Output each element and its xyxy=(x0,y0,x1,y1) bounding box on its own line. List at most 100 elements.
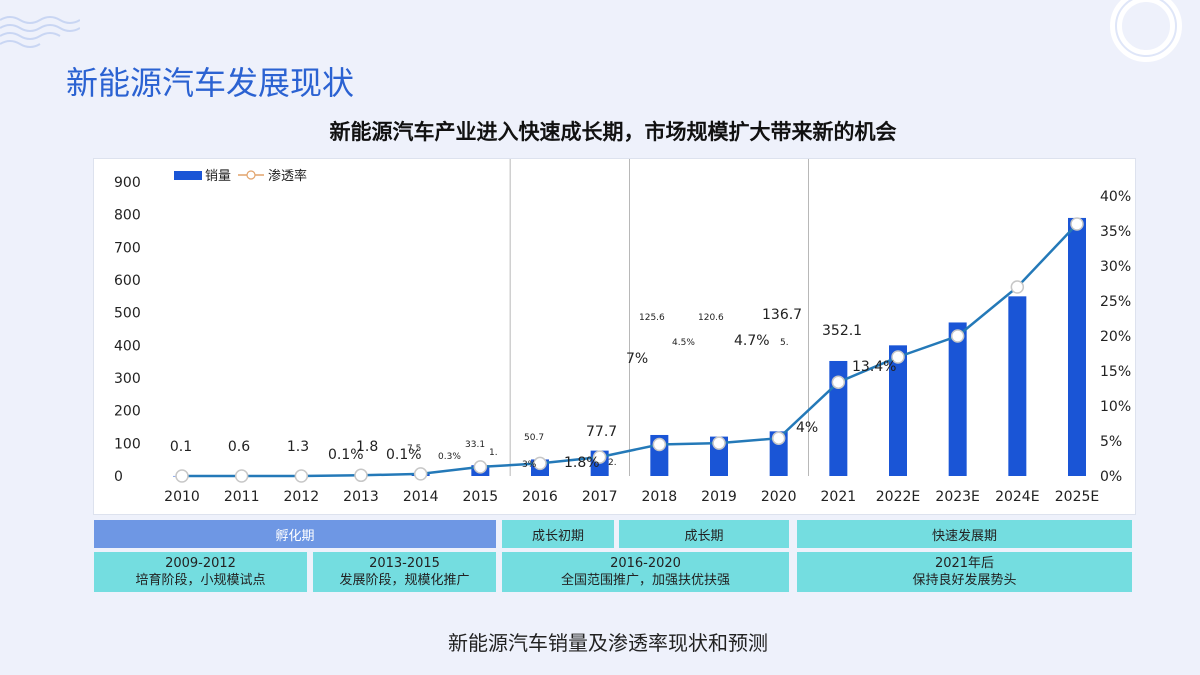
y-right-tick-label: 20% xyxy=(1100,329,1131,345)
x-tick-label: 2013 xyxy=(343,489,379,505)
y-left-tick-label: 700 xyxy=(114,240,141,256)
y-right-tick-label: 5% xyxy=(1100,434,1122,450)
phase-incubation: 孵化期 xyxy=(94,520,496,548)
phase-early-growth: 成长初期 xyxy=(502,520,614,548)
x-tick-label: 2018 xyxy=(642,489,678,505)
wave-decoration xyxy=(0,16,80,48)
penetration-point xyxy=(175,469,189,483)
x-tick-label: 2015 xyxy=(463,489,499,505)
penetration-line xyxy=(182,223,1078,478)
bar xyxy=(1068,217,1086,476)
phase-detail-text: 培育阶段，小规模试点 xyxy=(135,573,266,588)
data-label: 50.7 xyxy=(524,433,544,443)
penetration-point xyxy=(354,468,368,483)
x-tick-label: 2012 xyxy=(284,489,320,505)
bar xyxy=(829,360,848,476)
data-label: 0.3% xyxy=(438,452,461,462)
legend-bar-label: 销量 xyxy=(205,169,231,184)
x-tick-label: 2020 xyxy=(761,489,797,505)
phase-detail-years: 2021年后 xyxy=(934,556,995,571)
data-label: 4% xyxy=(796,420,818,436)
y-right-tick-label: 30% xyxy=(1100,259,1131,275)
sales-penetration-chart: 900 800 700 600 500 400 300 200 100 0 40% 35% 30% 25%… xyxy=(114,159,1131,505)
penetration-point xyxy=(592,450,607,464)
y-left-tick-label: 900 xyxy=(114,175,141,191)
data-label: 0.1% xyxy=(328,447,364,463)
legend-line-label: 渗透率 xyxy=(268,168,307,184)
data-label: 125.6 xyxy=(639,313,665,323)
y-left-tick-label: 600 xyxy=(114,273,141,289)
y-right-tick-label: 0% xyxy=(1100,469,1122,485)
data-label: 120.6 xyxy=(698,313,724,323)
penetration-point xyxy=(831,375,846,389)
data-label: 3% xyxy=(522,460,537,470)
penetration-point xyxy=(1070,217,1084,231)
data-label: 0.6 xyxy=(228,439,250,455)
phase-rapid: 快速发展期 xyxy=(797,520,1132,548)
chart-title: 新能源汽车产业进入快速成长期，市场规模扩大带来新的机会 xyxy=(329,120,897,144)
phase-growth-label: 成长期 xyxy=(684,528,724,544)
data-label: 7% xyxy=(626,351,648,367)
data-label: 5. xyxy=(780,338,789,348)
penetration-point xyxy=(294,469,309,483)
phase-incubation-label: 孵化期 xyxy=(275,528,315,544)
ring-decoration xyxy=(1110,0,1182,62)
penetration-point xyxy=(891,350,905,364)
y-right-tick-label: 10% xyxy=(1100,399,1131,415)
data-label: 1. xyxy=(489,448,498,458)
y-right-tick-label: 40% xyxy=(1100,189,1131,205)
chart-frame: 900 800 700 600 500 400 300 200 100 0 40% 35% 30% 25%… xyxy=(93,158,1136,515)
data-label: 7.5 xyxy=(407,444,421,454)
page-title: 新能源汽车发展现状 xyxy=(66,64,355,102)
data-label: 4.5% xyxy=(672,338,695,348)
x-tick-label: 2011 xyxy=(224,489,260,505)
penetration-point xyxy=(1010,280,1025,294)
x-tick-label: 2010 xyxy=(164,489,200,505)
y-left-tick-label: 0 xyxy=(114,469,123,485)
x-tick-label: 2022E xyxy=(876,489,920,505)
penetration-point xyxy=(712,436,726,450)
data-label: 1.8 xyxy=(356,439,378,455)
x-tick-label: 2017 xyxy=(582,489,618,505)
y-left-tick-label: 100 xyxy=(114,436,141,452)
x-tick-label: 2014 xyxy=(403,489,439,505)
y-right-tick-label: 15% xyxy=(1100,364,1131,380)
phase-rapid-label: 快速发展期 xyxy=(931,528,997,544)
data-label: 1.3 xyxy=(287,439,309,455)
x-tick-label: 2023E xyxy=(935,489,979,505)
data-label: 33.1 xyxy=(465,440,485,450)
phase-detail-years: 2013-2015 xyxy=(369,556,440,571)
phase-detail-text: 全国范围推广，加强扶优扶强 xyxy=(560,573,730,588)
x-tick-label: 2025E xyxy=(1055,489,1099,505)
penetration-point xyxy=(234,469,249,483)
bar xyxy=(1008,296,1027,476)
phase-detail-2009-2012: 2009-2012 培育阶段，小规模试点 xyxy=(94,552,307,592)
y-left-tick-label: 800 xyxy=(114,208,141,224)
x-tick-label: 2016 xyxy=(522,489,558,505)
data-label: 352.1 xyxy=(822,323,862,339)
penetration-point xyxy=(950,329,965,343)
penetration-point xyxy=(473,460,488,474)
legend-line-marker xyxy=(246,170,256,180)
data-label: 77.7 xyxy=(586,424,617,440)
bar xyxy=(889,345,907,476)
phase-detail-years: 2009-2012 xyxy=(165,556,236,571)
penetration-point xyxy=(533,456,547,471)
phase-detail-text: 发展阶段，规模化推广 xyxy=(339,573,470,588)
penetration-point xyxy=(771,431,786,445)
data-label: 13.4% xyxy=(852,359,896,375)
y-left-tick-label: 500 xyxy=(114,306,141,322)
x-tick-label: 2021 xyxy=(821,489,857,505)
y-left-tick-label: 300 xyxy=(114,371,141,387)
chart-caption: 新能源汽车销量及渗透率现状和预测 xyxy=(448,631,768,655)
legend-bar-swatch xyxy=(174,171,202,180)
bar xyxy=(948,322,967,476)
data-label: 1.8% xyxy=(564,455,600,471)
phase-detail-2016-2020: 2016-2020 全国范围推广，加强扶优扶强 xyxy=(502,552,789,592)
x-tick-label: 2019 xyxy=(701,489,737,505)
y-right-tick-label: 35% xyxy=(1100,224,1131,240)
x-tick-label: 2024E xyxy=(995,489,1039,505)
data-label: 0.1% xyxy=(386,447,422,463)
phase-growth: 成长期 xyxy=(619,520,789,548)
data-label: 0.1 xyxy=(170,439,192,455)
